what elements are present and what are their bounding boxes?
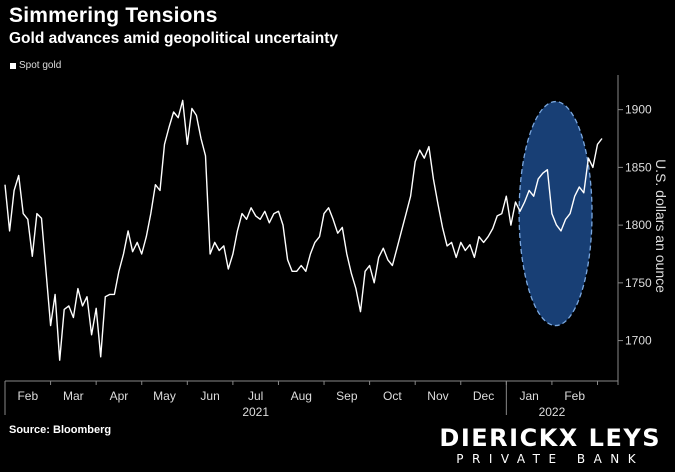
y-tick-label: 1900 [625, 103, 652, 117]
x-tick-label: Dec [473, 389, 494, 403]
x-tick-label: Nov [427, 389, 448, 403]
legend-swatch [10, 62, 16, 69]
chart-subtitle: Gold advances amid geopolitical uncertai… [9, 30, 339, 47]
x-tick-label: Feb [17, 389, 38, 403]
year-label: 2022 [539, 405, 566, 419]
logo-main-text: DIERICKX LEYS [439, 424, 661, 452]
legend: Spot gold [10, 60, 61, 71]
x-tick-label: Mar [63, 389, 84, 403]
x-tick-label: Jan [519, 389, 538, 403]
x-tick-label: Aug [291, 389, 312, 403]
series-line-spot-gold [4, 99, 603, 361]
bank-logo: DIERICKX LEYS PRIVATE BANK [439, 425, 661, 466]
x-tick-label: Apr [110, 389, 129, 403]
y-tick-label: 1850 [625, 160, 652, 174]
logo-sub-text: PRIVATE BANK [456, 452, 645, 466]
x-tick-label: May [153, 389, 176, 403]
x-tick-label: Jun [200, 389, 219, 403]
source-note: Source: Bloomberg [9, 424, 112, 436]
x-tick-label: Feb [564, 389, 585, 403]
y-tick-label: 1700 [625, 334, 652, 348]
year-label: 2021 [242, 405, 269, 419]
x-tick-label: Oct [383, 389, 402, 403]
legend-label: Spot gold [19, 60, 62, 71]
y-tick-label: 1750 [625, 276, 652, 290]
highlight-ellipse [518, 100, 593, 327]
x-tick-label: Sep [336, 389, 358, 403]
chart-title: Simmering Tensions [9, 4, 218, 27]
x-tick-label: Jul [248, 389, 263, 403]
y-tick-label: 1800 [625, 218, 652, 232]
y-axis-label: U.S. dollars an ounce [653, 159, 669, 293]
